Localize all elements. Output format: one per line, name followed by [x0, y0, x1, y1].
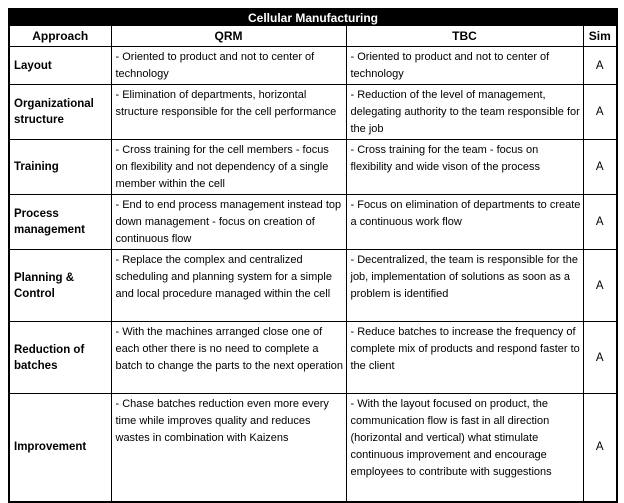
- qrm-cell: - Elimination of departments, horizontal…: [110, 84, 347, 140]
- approach-cell: Reduction of batches: [8, 321, 112, 394]
- tbc-cell: - Oriented to product and not to center …: [345, 46, 584, 85]
- approach-cell: Improvement: [8, 393, 112, 502]
- qrm-cell: - With the machines arranged close one o…: [110, 321, 347, 394]
- sim-cell: A: [582, 84, 618, 140]
- table-row: Improvement - Chase batches reduction ev…: [8, 393, 618, 502]
- sim-cell: A: [582, 321, 618, 394]
- tbc-cell: - Cross training for the team - focus on…: [345, 139, 584, 195]
- tbc-cell: - Focus on elimination of departments to…: [345, 194, 584, 250]
- tbc-cell: - Decentralized, the team is responsible…: [345, 249, 584, 322]
- approach-cell: Process management: [8, 194, 112, 250]
- column-header-approach: Approach: [8, 25, 112, 47]
- sim-cell: A: [582, 393, 618, 502]
- qrm-cell: - End to end process management instead …: [110, 194, 347, 250]
- qrm-cell: - Cross training for the cell members - …: [110, 139, 347, 195]
- qrm-cell: - Chase batches reduction even more ever…: [110, 393, 347, 502]
- qrm-cell: - Replace the complex and centralized sc…: [110, 249, 347, 322]
- sim-cell: A: [582, 139, 618, 195]
- tbc-cell: - Reduction of the level of management, …: [345, 84, 584, 140]
- table-row: Layout - Oriented to product and not to …: [8, 46, 618, 85]
- sim-cell: A: [582, 194, 618, 250]
- header-row: Approach QRM TBC Sim: [8, 25, 618, 47]
- sim-cell: A: [582, 249, 618, 322]
- table-title: Cellular Manufacturing: [8, 8, 618, 26]
- column-header-tbc: TBC: [345, 25, 584, 47]
- table-row: Process management - End to end process …: [8, 194, 618, 250]
- approach-cell: Layout: [8, 46, 112, 85]
- title-row: Cellular Manufacturing: [8, 8, 618, 26]
- qrm-cell: - Oriented to product and not to center …: [110, 46, 347, 85]
- approach-cell: Organizational structure: [8, 84, 112, 140]
- approach-cell: Planning & Control: [8, 249, 112, 322]
- sim-cell: A: [582, 46, 618, 85]
- cellular-manufacturing-table: Cellular Manufacturing Approach QRM TBC …: [8, 8, 619, 503]
- approach-cell: Training: [8, 139, 112, 195]
- table-row: Planning & Control - Replace the complex…: [8, 249, 618, 322]
- tbc-cell: - With the layout focused on product, th…: [345, 393, 584, 502]
- table-row: Reduction of batches - With the machines…: [8, 321, 618, 394]
- table-row: Training - Cross training for the cell m…: [8, 139, 618, 195]
- table-row: Organizational structure - Elimination o…: [8, 84, 618, 140]
- column-header-sim: Sim: [582, 25, 618, 47]
- column-header-qrm: QRM: [110, 25, 347, 47]
- tbc-cell: - Reduce batches to increase the frequen…: [345, 321, 584, 394]
